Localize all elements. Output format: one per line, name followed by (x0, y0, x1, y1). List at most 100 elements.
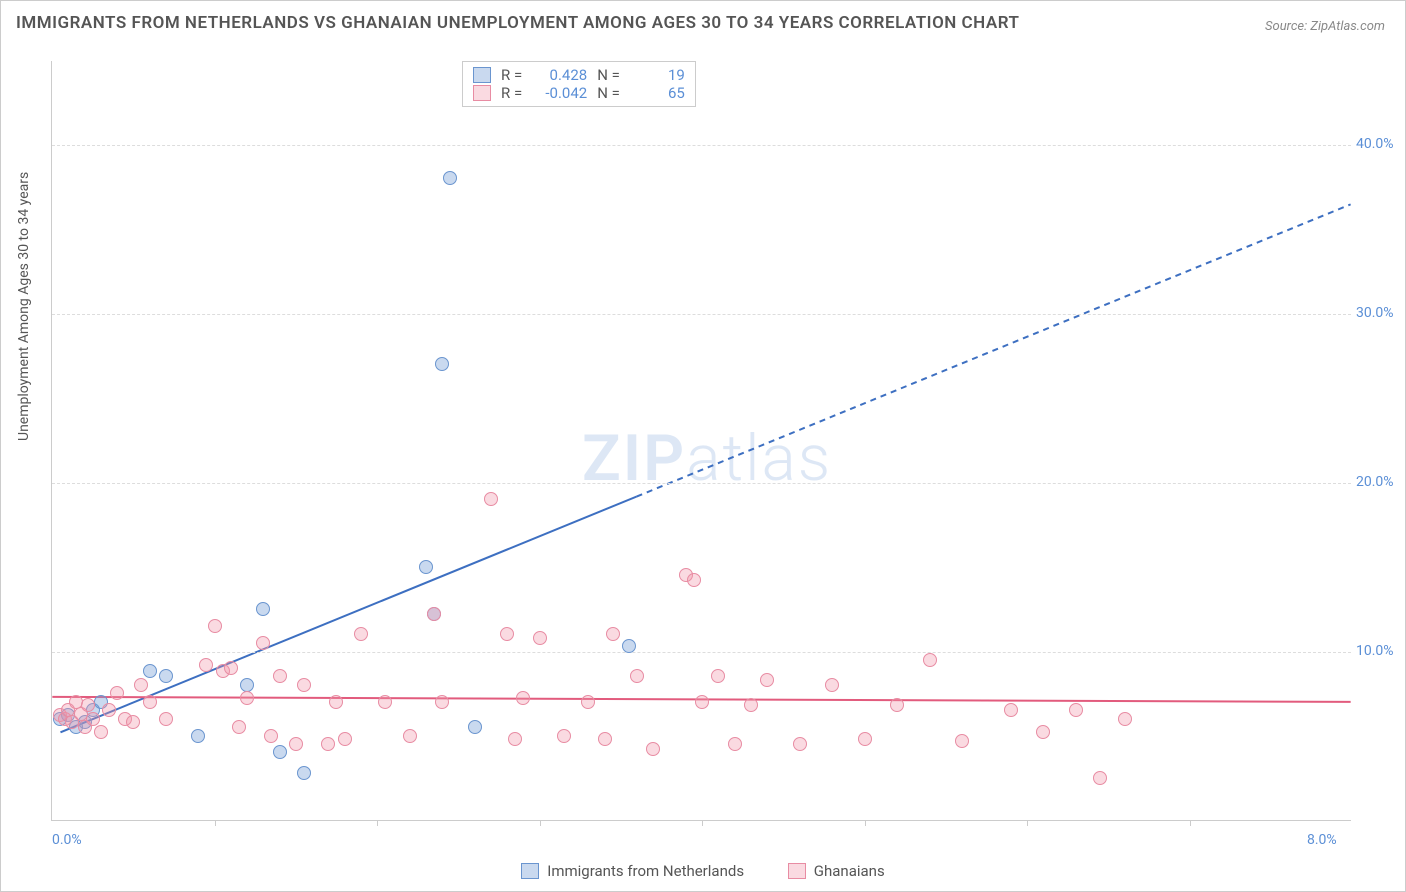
data-point-netherlands (143, 664, 157, 678)
legend-label-netherlands: Immigrants from Netherlands (547, 862, 744, 880)
data-point-ghanaians (321, 737, 335, 751)
xtick-mark (377, 820, 378, 826)
legend-label-ghanaians: Ghanaians (814, 862, 885, 880)
data-point-ghanaians (630, 669, 644, 683)
legend-item-ghanaians: Ghanaians (788, 862, 885, 880)
data-point-netherlands (468, 720, 482, 734)
plot-area: ZIPatlas R = 0.428 N = 19 R = -0.042 N =… (51, 61, 1351, 821)
data-point-ghanaians (256, 636, 270, 650)
data-point-netherlands (297, 766, 311, 780)
data-point-netherlands (240, 678, 254, 692)
data-point-ghanaians (687, 573, 701, 587)
data-point-ghanaians (825, 678, 839, 692)
data-point-ghanaians (159, 712, 173, 726)
data-point-netherlands (443, 171, 457, 185)
data-point-ghanaians (143, 695, 157, 709)
data-point-ghanaians (858, 732, 872, 746)
xtick-label: 0.0% (52, 832, 82, 848)
data-point-ghanaians (711, 669, 725, 683)
data-point-ghanaians (232, 720, 246, 734)
data-point-ghanaians (208, 619, 222, 633)
data-point-ghanaians (606, 627, 620, 641)
swatch-pink-icon (788, 863, 806, 879)
data-point-ghanaians (581, 695, 595, 709)
data-point-ghanaians (557, 729, 571, 743)
trend-line (637, 204, 1351, 496)
n-value-netherlands: 19 (630, 66, 685, 84)
data-point-ghanaians (134, 678, 148, 692)
data-point-netherlands (256, 602, 270, 616)
data-point-ghanaians (1004, 703, 1018, 717)
ytick-label: 20.0% (1356, 474, 1406, 490)
r-value-ghanaians: -0.042 (532, 84, 587, 102)
data-point-netherlands (435, 357, 449, 371)
chart-container: IMMIGRANTS FROM NETHERLANDS VS GHANAIAN … (0, 0, 1406, 892)
data-point-ghanaians (516, 691, 530, 705)
data-point-ghanaians (508, 732, 522, 746)
data-point-ghanaians (728, 737, 742, 751)
data-point-ghanaians (126, 715, 140, 729)
data-point-ghanaians (110, 686, 124, 700)
r-label: R = (501, 66, 522, 84)
swatch-pink-icon (473, 85, 491, 101)
data-point-ghanaians (435, 695, 449, 709)
chart-title: IMMIGRANTS FROM NETHERLANDS VS GHANAIAN … (16, 13, 1019, 33)
data-point-ghanaians (890, 698, 904, 712)
gridline-h (52, 652, 1351, 653)
y-axis-label: Unemployment Among Ages 30 to 34 years (16, 172, 32, 441)
xtick-mark (1190, 820, 1191, 826)
data-point-ghanaians (1118, 712, 1132, 726)
correlation-legend: R = 0.428 N = 19 R = -0.042 N = 65 (462, 61, 696, 107)
xtick-mark (865, 820, 866, 826)
n-label: N = (597, 66, 620, 84)
data-point-ghanaians (646, 742, 660, 756)
watermark-atlas: atlas (686, 421, 832, 496)
r-label: R = (501, 84, 522, 102)
source-attribution: Source: ZipAtlas.com (1265, 19, 1385, 34)
data-point-ghanaians (81, 698, 95, 712)
swatch-blue-icon (521, 863, 539, 879)
data-point-ghanaians (744, 698, 758, 712)
data-point-ghanaians (378, 695, 392, 709)
data-point-ghanaians (329, 695, 343, 709)
xtick-mark (1027, 820, 1028, 826)
data-point-ghanaians (484, 492, 498, 506)
data-point-netherlands (622, 639, 636, 653)
n-value-ghanaians: 65 (630, 84, 685, 102)
data-point-ghanaians (793, 737, 807, 751)
legend-item-netherlands: Immigrants from Netherlands (521, 862, 744, 880)
data-point-ghanaians (297, 678, 311, 692)
legend-row-ghanaians: R = -0.042 N = 65 (473, 84, 685, 102)
gridline-h (52, 145, 1351, 146)
ytick-label: 10.0% (1356, 643, 1406, 659)
data-point-ghanaians (403, 729, 417, 743)
data-point-ghanaians (955, 734, 969, 748)
xtick-mark (540, 820, 541, 826)
xtick-mark (702, 820, 703, 826)
data-point-ghanaians (695, 695, 709, 709)
legend-row-netherlands: R = 0.428 N = 19 (473, 66, 685, 84)
data-point-ghanaians (289, 737, 303, 751)
gridline-h (52, 314, 1351, 315)
data-point-ghanaians (338, 732, 352, 746)
bottom-legend: Immigrants from Netherlands Ghanaians (1, 862, 1405, 883)
xtick-mark (215, 820, 216, 826)
data-point-ghanaians (224, 661, 238, 675)
data-point-ghanaians (273, 669, 287, 683)
data-point-netherlands (159, 669, 173, 683)
data-point-ghanaians (86, 712, 100, 726)
data-point-ghanaians (199, 658, 213, 672)
data-point-ghanaians (354, 627, 368, 641)
data-point-ghanaians (264, 729, 278, 743)
data-point-ghanaians (94, 725, 108, 739)
watermark: ZIPatlas (582, 421, 832, 496)
data-point-netherlands (191, 729, 205, 743)
xtick-label: 8.0% (1307, 832, 1337, 848)
data-point-ghanaians (923, 653, 937, 667)
r-value-netherlands: 0.428 (532, 66, 587, 84)
data-point-netherlands (273, 745, 287, 759)
n-label: N = (597, 84, 620, 102)
data-point-ghanaians (1069, 703, 1083, 717)
swatch-blue-icon (473, 67, 491, 83)
ytick-label: 40.0% (1356, 136, 1406, 152)
